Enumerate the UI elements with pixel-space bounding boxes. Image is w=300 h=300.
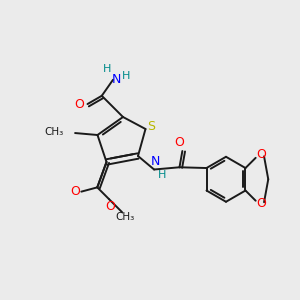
Text: O: O	[256, 197, 266, 210]
Text: O: O	[106, 200, 116, 213]
Text: S: S	[147, 119, 155, 133]
Text: N: N	[151, 155, 160, 169]
Text: N: N	[111, 73, 121, 86]
Text: O: O	[174, 136, 184, 149]
Text: O: O	[74, 98, 84, 110]
Text: O: O	[256, 148, 266, 161]
Text: H: H	[122, 71, 130, 81]
Text: CH₃: CH₃	[44, 127, 64, 136]
Text: O: O	[70, 185, 80, 198]
Text: H: H	[158, 170, 167, 181]
Text: H: H	[103, 64, 111, 74]
Text: CH₃: CH₃	[116, 212, 135, 222]
